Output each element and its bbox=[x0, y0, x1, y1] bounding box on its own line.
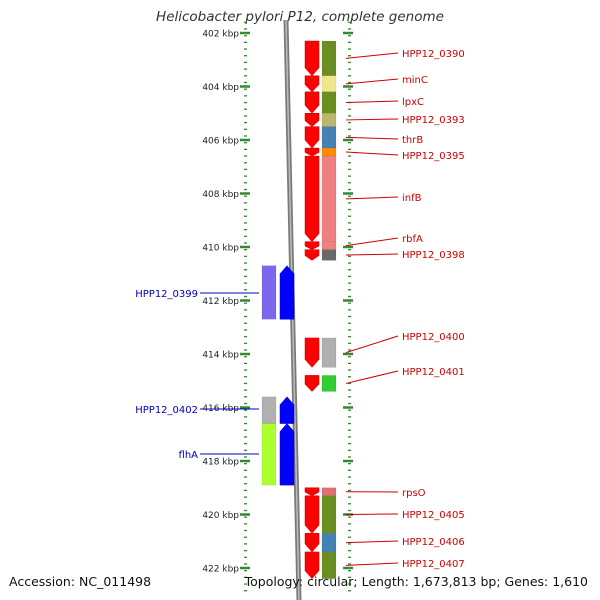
gene-label-forward: minC bbox=[402, 75, 428, 86]
tick-label: 406 kbp bbox=[202, 137, 239, 147]
gene-band-forward bbox=[321, 113, 337, 127]
gene-label-forward: infB bbox=[402, 193, 422, 204]
gene-label-forward: HPP12_0407 bbox=[402, 559, 465, 570]
gene-leader-line bbox=[345, 136, 399, 140]
tick-label: 404 kbp bbox=[202, 83, 239, 93]
gene-band-forward bbox=[321, 337, 337, 368]
gene-band-forward bbox=[321, 155, 337, 242]
gene-band-reverse bbox=[261, 423, 277, 486]
tick-label: 422 kbp bbox=[202, 565, 239, 575]
gene-band-forward bbox=[321, 487, 337, 497]
reverse-strand-genes bbox=[200, 265, 295, 486]
gene-band-forward bbox=[321, 147, 337, 157]
gene-band-forward bbox=[321, 249, 337, 261]
gene-leader-line bbox=[345, 562, 399, 566]
gene-arrow-forward bbox=[304, 155, 320, 243]
gene-band-forward bbox=[321, 75, 337, 93]
gene-leader-line bbox=[345, 513, 399, 515]
gene-label-forward: HPP12_0401 bbox=[402, 367, 465, 378]
topology-text: Topology: circular; Length: 1,673,813 bp… bbox=[244, 574, 588, 589]
gene-arrow-forward bbox=[304, 40, 320, 77]
gene-label-forward: lpxC bbox=[402, 97, 424, 108]
gene-label-forward: HPP12_0406 bbox=[402, 537, 465, 548]
gene-band-forward bbox=[321, 495, 337, 534]
gene-label-reverse: HPP12_0402 bbox=[135, 405, 198, 416]
gene-label-forward: HPP12_0393 bbox=[402, 115, 465, 126]
gene-labels: HPP12_0390 minC lpxC HPP12_0393 thrB HPP12_03… bbox=[135, 49, 465, 570]
gene-leader-line bbox=[345, 370, 399, 384]
tick-label: 412 kbp bbox=[202, 297, 239, 307]
gene-arrow-reverse bbox=[279, 396, 295, 424]
gene-label-reverse: flhA bbox=[179, 450, 199, 461]
page-title: Helicobacter pylori P12, complete genome bbox=[156, 9, 444, 25]
gene-leader-line bbox=[345, 118, 399, 121]
gene-arrow-forward bbox=[304, 126, 320, 149]
gene-leader-line bbox=[345, 78, 399, 85]
gene-label-forward: HPP12_0395 bbox=[402, 151, 465, 162]
gene-band-reverse bbox=[261, 396, 277, 424]
gene-arrow-forward bbox=[304, 91, 320, 114]
gene-band-forward bbox=[321, 551, 337, 579]
gene-arrow-reverse bbox=[279, 265, 295, 320]
gene-leader-line bbox=[345, 253, 399, 256]
gene-band-forward bbox=[321, 375, 337, 392]
gene-leader-line bbox=[345, 100, 399, 104]
gene-arrow-forward bbox=[304, 75, 320, 93]
tick-label: 408 kbp bbox=[202, 190, 239, 200]
gene-label-forward: HPP12_0405 bbox=[402, 510, 465, 521]
gene-arrow-forward bbox=[304, 551, 320, 580]
gene-band-forward bbox=[321, 40, 337, 77]
gene-leader-line bbox=[345, 151, 399, 156]
gene-label-forward: HPP12_0400 bbox=[402, 332, 465, 343]
gene-arrow-forward bbox=[304, 495, 320, 534]
gene-arrow-forward bbox=[304, 375, 320, 392]
accession-text: Accession: NC_011498 bbox=[9, 574, 152, 589]
gene-band-forward bbox=[321, 241, 337, 250]
tick-label: 420 kbp bbox=[202, 511, 239, 521]
gene-leader-line bbox=[345, 196, 399, 200]
tick-label: 414 kbp bbox=[202, 351, 239, 361]
gene-arrow-forward bbox=[304, 337, 320, 368]
gene-arrow-forward bbox=[304, 113, 320, 127]
gene-band-reverse bbox=[261, 265, 277, 320]
gene-arrow-forward bbox=[304, 147, 320, 157]
gene-label-forward: rbfA bbox=[402, 234, 423, 245]
gene-arrow-forward bbox=[304, 249, 320, 261]
gene-leader-line bbox=[345, 335, 399, 354]
gene-leader-line bbox=[345, 237, 399, 247]
forward-strand-genes bbox=[304, 40, 399, 580]
gene-label-forward: HPP12_0398 bbox=[402, 250, 465, 261]
tick-label: 410 kbp bbox=[202, 244, 239, 254]
gene-label-forward: rpsO bbox=[402, 488, 426, 499]
tick-label: 402 kbp bbox=[202, 30, 239, 40]
gene-arrow-forward bbox=[304, 532, 320, 553]
gene-leader-line bbox=[345, 52, 399, 59]
gene-arrow-forward bbox=[304, 487, 320, 497]
gene-band-forward bbox=[321, 91, 337, 114]
gene-label-reverse: HPP12_0399 bbox=[135, 289, 198, 300]
gene-label-forward: thrB bbox=[402, 135, 423, 146]
gene-leader-line bbox=[345, 540, 399, 544]
gene-band-forward bbox=[321, 532, 337, 553]
gene-band-forward bbox=[321, 126, 337, 149]
gene-label-forward: HPP12_0390 bbox=[402, 49, 465, 60]
gene-arrow-forward bbox=[304, 241, 320, 250]
gene-arrow-reverse bbox=[279, 423, 295, 486]
tick-label: 418 kbp bbox=[202, 458, 239, 468]
